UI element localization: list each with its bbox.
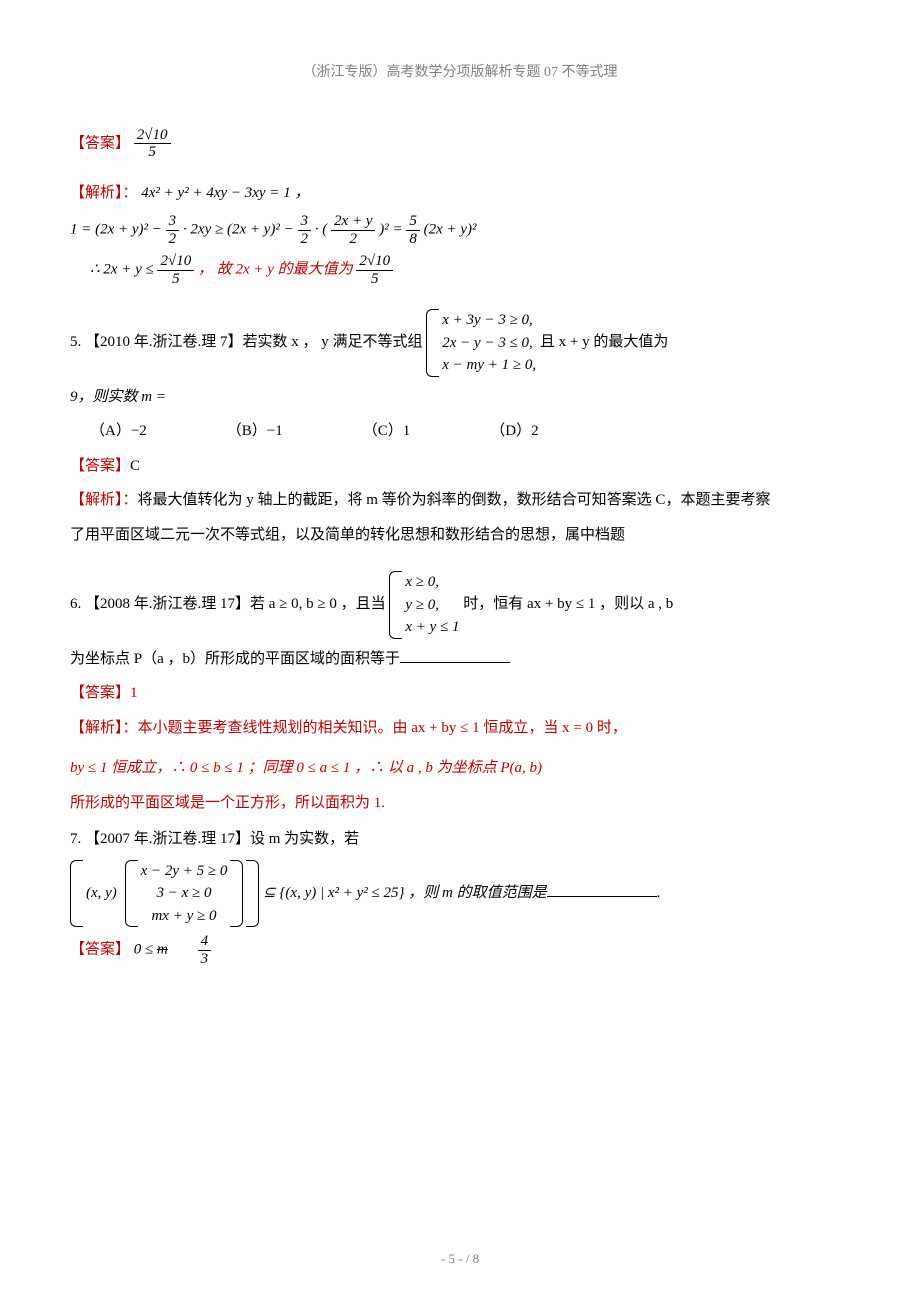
t: 1 = (2x + y)² −	[70, 222, 166, 238]
q6-expl-3: 所形成的平面区域是一个正方形，所以面积为 1.	[70, 789, 850, 818]
q7-outer-brace: (x, y) x − 2y + 5 ≥ 0 3 − x ≥ 0 mx + y ≥…	[70, 860, 259, 928]
q7-set: (x, y) x − 2y + 5 ≥ 0 3 − x ≥ 0 mx + y ≥…	[70, 860, 850, 928]
sys-row: 2x − y − 3 ≤ 0,	[442, 332, 536, 355]
sys-row: x + y ≤ 1	[405, 616, 459, 639]
n: 3	[298, 213, 312, 231]
q5-suffix: 且 x + y 的最大值为	[540, 334, 668, 350]
q5-prefix: 5. 【2010 年.浙江卷.理 7】若实数 x ， y 满足不等式组	[70, 334, 426, 350]
page-header: （浙江专版）高考数学分项版解析专题 07 不等式理	[70, 60, 850, 87]
answer-value: 1	[130, 685, 138, 701]
answer-label: 【答案】	[70, 942, 130, 958]
q5-expl-1: 【解析】：将最大值转化为 y 轴上的截距，将 m 等价为斜率的倒数，数形结合可知…	[70, 486, 850, 515]
answer-label: 【答案】	[70, 458, 130, 474]
q5-line2: 9，则实数 m =	[70, 383, 850, 412]
t: 为坐标点 P（a ，b）所形成的平面区域的面积等于	[70, 651, 400, 667]
t: · (	[315, 222, 328, 238]
question-5: 5. 【2010 年.浙江卷.理 7】若实数 x ， y 满足不等式组 x + …	[70, 309, 850, 377]
frac-den: 5	[134, 144, 171, 161]
period: .	[657, 885, 661, 901]
t: 本小题主要考查线性规划的相关知识。由 ax + by ≤ 1 恒成立，当 x =…	[138, 720, 627, 736]
n: 2√10	[356, 253, 393, 271]
d: 8	[406, 231, 420, 248]
page-footer: - 5 - / 8	[0, 1247, 920, 1272]
q5-choices: （A）−2 （B）−1 （C）1 （D）2	[90, 417, 850, 446]
n: 5	[406, 213, 420, 231]
q7-rhs: ⊆ {(x, y) | x² + y² ≤ 25} ，则 m 的取值范围是	[263, 885, 547, 901]
d: 5	[157, 271, 194, 288]
expl4-line3: ∴ 2x + y ≤ 2√105 ， 故 2x + y 的最大值为 2√105	[90, 253, 850, 287]
explanation-label: 【解析】：	[70, 720, 138, 736]
sys-row: x − my + 1 ≥ 0,	[442, 354, 536, 377]
n: 2√10	[157, 253, 194, 271]
t: (2x + y)²	[424, 222, 477, 238]
choice-c: （C）1	[363, 417, 411, 446]
t: ， 故 2x + y 的最大值为	[198, 262, 356, 278]
q6-system: x ≥ 0, y ≥ 0, x + y ≤ 1	[389, 571, 459, 639]
q6-expl-2: by ≤ 1 恒成立，∴ 0 ≤ b ≤ 1 ；同理 0 ≤ a ≤ 1 ，∴ …	[70, 754, 850, 783]
n: 3	[166, 213, 180, 231]
explanation-label: 【解析】：	[70, 185, 138, 201]
answer-label: 【答案】	[70, 135, 130, 151]
answer-4-frac: 2√10 5	[134, 127, 171, 161]
choice-b: （B）−1	[227, 417, 283, 446]
n: 4	[198, 933, 212, 951]
q6-mid: 时，恒有 ax + by ≤ 1 ，则以 a , b	[463, 596, 673, 612]
fill-blank	[400, 647, 510, 663]
answer-4: 【答案】 2√10 5	[70, 127, 850, 161]
q5-expl-2: 了用平面区域二元一次不等式组，以及简单的转化思想和数形结合的思想，属中档题	[70, 521, 850, 550]
sys-row: x − 2y + 5 ≥ 0	[141, 860, 228, 883]
sys-row: x ≥ 0,	[405, 571, 459, 594]
sys-row: mx + y ≥ 0	[141, 905, 228, 928]
t: ∴ 2x + y ≤	[90, 262, 157, 278]
q6-prefix: 6. 【2008 年.浙江卷.理 17】若 a ≥ 0, b ≥ 0 ，且当	[70, 596, 389, 612]
t: 将最大值转化为 y 轴上的截距，将 m 等价为斜率的倒数，数形结合可知答案选 C…	[138, 492, 771, 508]
expl4-line2: 1 = (2x + y)² − 32 · 2xy ≥ (2x + y)² − 3…	[70, 213, 850, 247]
fill-blank	[547, 881, 657, 897]
sys-row: x + 3y − 3 ≥ 0,	[442, 309, 536, 332]
choice-a: （A）−2	[90, 417, 147, 446]
d: 2	[166, 231, 180, 248]
answer-label: 【答案】	[70, 685, 130, 701]
q6-answer: 【答案】1	[70, 679, 850, 708]
q6-expl-1: 【解析】：本小题主要考查线性规划的相关知识。由 ax + by ≤ 1 恒成立，…	[70, 714, 850, 743]
t: · 2xy ≥ (2x + y)² −	[183, 222, 298, 238]
q5-answer: 【答案】C	[70, 452, 850, 481]
d: 2	[298, 231, 312, 248]
question-7: 7. 【2007 年.浙江卷.理 17】设 m 为实数，若	[70, 825, 850, 854]
t: )² =	[379, 222, 406, 238]
t: (x, y)	[86, 885, 117, 901]
d: 5	[356, 271, 393, 288]
strike-m: m	[157, 942, 168, 958]
explanation-label: 【解析】：	[70, 492, 138, 508]
d: 2	[331, 231, 375, 248]
q6-line2: 为坐标点 P（a ，b）所形成的平面区域的面积等于	[70, 645, 850, 674]
sys-row: 3 − x ≥ 0	[141, 882, 228, 905]
n: 2x + y	[331, 213, 375, 231]
page: （浙江专版）高考数学分项版解析专题 07 不等式理 【答案】 2√10 5 【解…	[0, 0, 920, 1302]
q7-answer: 【答案】 0 ≤ m ≤ 4 3	[70, 933, 850, 967]
frac-num: 2√10	[134, 127, 171, 145]
answer-value: C	[130, 458, 140, 474]
question-6: 6. 【2008 年.浙江卷.理 17】若 a ≥ 0, b ≥ 0 ，且当 x…	[70, 571, 850, 639]
expl4-eq1: 4x² + y² + 4xy − 3xy = 1 ，	[141, 185, 309, 201]
explanation-4: 【解析】： 4x² + y² + 4xy − 3xy = 1 ，	[70, 179, 850, 208]
choice-d: （D）2	[490, 417, 538, 446]
sys-row: y ≥ 0,	[405, 594, 459, 617]
t: 0 ≤	[134, 942, 157, 958]
d: 3	[198, 951, 212, 968]
q5-system: x + 3y − 3 ≥ 0, 2x − y − 3 ≤ 0, x − my +…	[426, 309, 536, 377]
